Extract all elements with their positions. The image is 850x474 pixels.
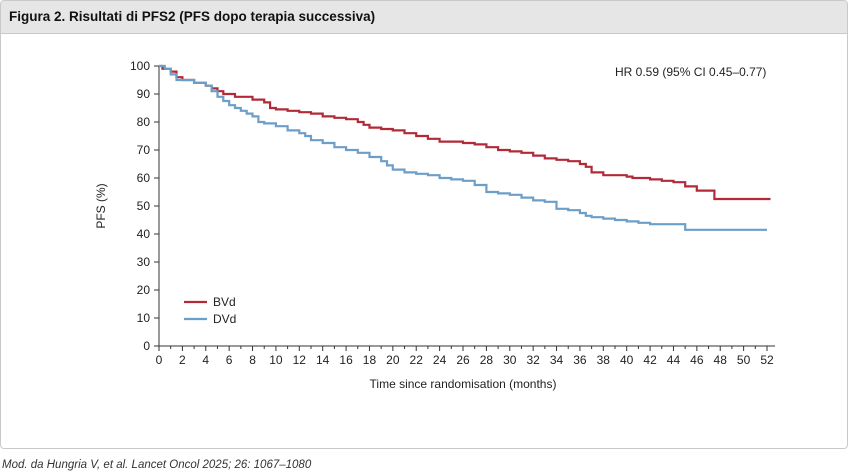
y-tick-label: 40 <box>137 227 151 241</box>
y-tick-label: 50 <box>137 199 151 213</box>
x-tick-label: 8 <box>249 353 256 367</box>
y-tick-label: 10 <box>137 311 151 325</box>
x-tick-label: 18 <box>363 353 377 367</box>
x-tick-label: 32 <box>526 353 540 367</box>
x-tick-label: 38 <box>597 353 611 367</box>
x-tick-label: 52 <box>760 353 774 367</box>
x-tick-label: 46 <box>690 353 704 367</box>
x-tick-label: 0 <box>156 353 163 367</box>
x-tick-label: 6 <box>226 353 233 367</box>
x-tick-label: 26 <box>456 353 470 367</box>
x-tick-label: 30 <box>503 353 517 367</box>
y-tick-label: 0 <box>143 339 150 353</box>
y-tick-label: 20 <box>137 283 151 297</box>
legend: BVd DVd <box>184 295 236 326</box>
y-tick-label: 90 <box>137 87 151 101</box>
source-caption: Mod. da Hungria V, et al. Lancet Oncol 2… <box>2 459 312 471</box>
x-tick-label: 24 <box>433 353 447 367</box>
y-tick-label: 70 <box>137 143 151 157</box>
x-tick-label: 42 <box>643 353 657 367</box>
x-tick-label: 48 <box>714 353 728 367</box>
legend-label-dvd: DVd <box>213 312 236 326</box>
x-tick-label: 36 <box>573 353 587 367</box>
series-lines <box>159 64 771 231</box>
x-tick-label: 14 <box>316 353 330 367</box>
y-tick-label: 80 <box>137 115 151 129</box>
series-line-dvd <box>159 64 767 231</box>
x-tick-label: 20 <box>386 353 400 367</box>
x-tick-label: 12 <box>293 353 307 367</box>
y-tick-label: 100 <box>130 59 150 73</box>
x-tick-label: 2 <box>179 353 186 367</box>
series-line-bvd <box>159 64 771 201</box>
x-tick-label: 50 <box>737 353 751 367</box>
x-tick-label: 4 <box>202 353 209 367</box>
y-axis-label: PFS (%) <box>94 183 108 228</box>
y-tick-label: 60 <box>137 171 151 185</box>
x-tick-label: 40 <box>620 353 634 367</box>
y-axis: 0 10 20 30 40 50 60 70 80 90 100 <box>130 59 160 353</box>
x-tick-label: 28 <box>480 353 494 367</box>
legend-label-bvd: BVd <box>213 295 236 309</box>
figure-frame: Figura 2. Risultati di PFS2 (PFS dopo te… <box>0 0 848 449</box>
x-axis-label: Time since randomisation (months) <box>370 377 557 391</box>
x-tick-label: 10 <box>269 353 283 367</box>
figure-header: Figura 2. Risultati di PFS2 (PFS dopo te… <box>1 1 847 34</box>
x-tick-label: 34 <box>550 353 564 367</box>
x-tick-label: 16 <box>339 353 353 367</box>
figure-title: Figura 2. Risultati di PFS2 (PFS dopo te… <box>9 9 376 24</box>
x-axis: 0 2 4 6 8 10 12 14 16 18 20 22 24 26 28 30 32 34 36 38 40 42 4… <box>156 345 775 367</box>
x-tick-label: 22 <box>410 353 424 367</box>
hazard-ratio-annotation: HR 0.59 (95% CI 0.45–0.77) <box>615 65 766 79</box>
y-tick-label: 30 <box>137 255 151 269</box>
x-tick-label: 44 <box>667 353 681 367</box>
